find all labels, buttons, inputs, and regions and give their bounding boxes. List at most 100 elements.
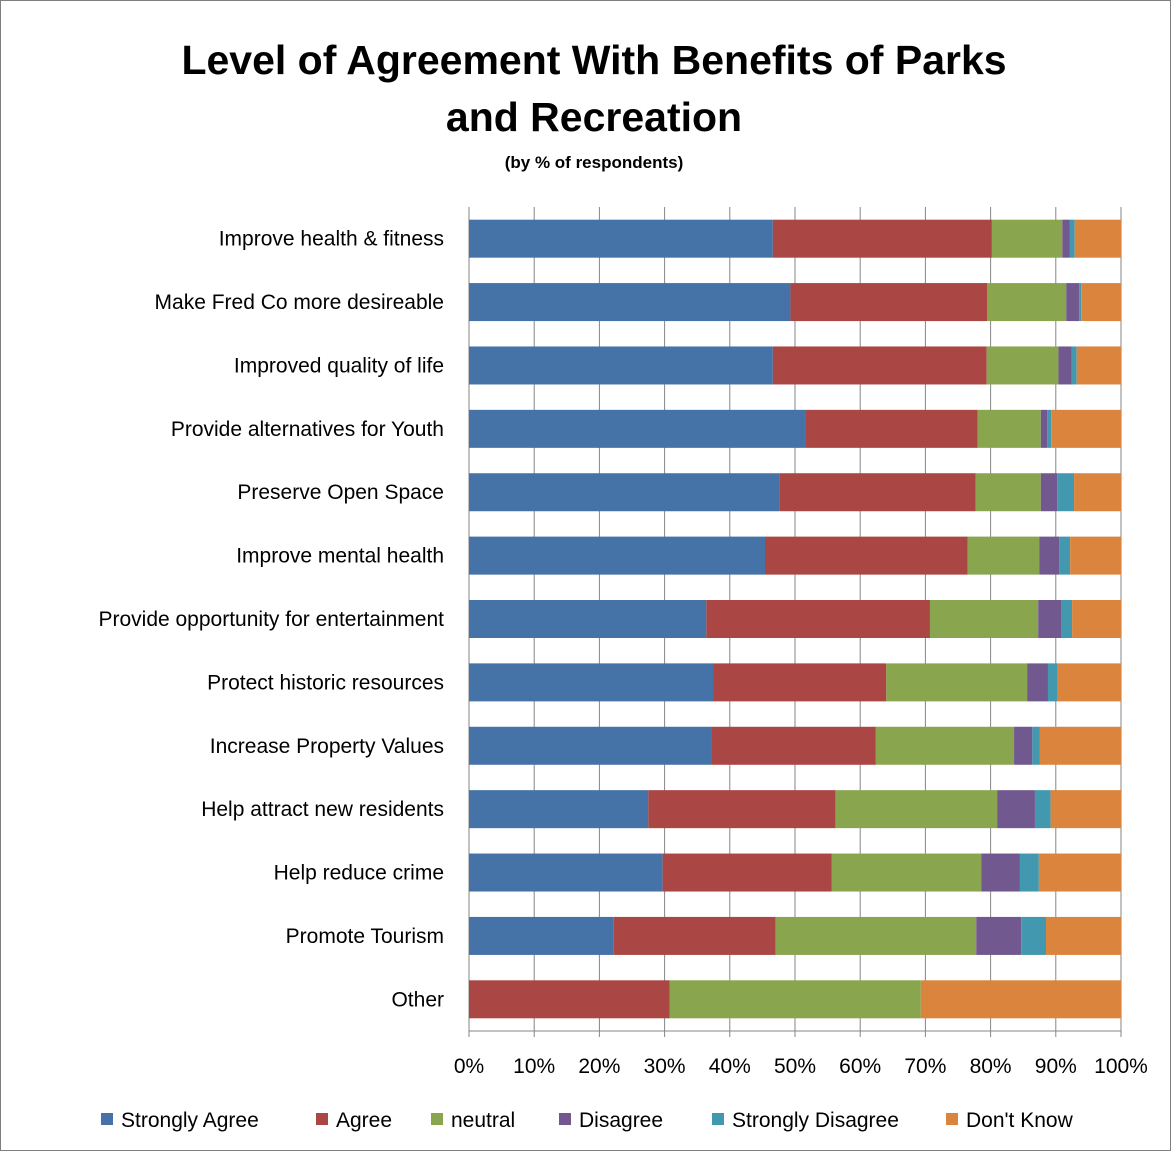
bar-segment	[469, 346, 773, 385]
bar-segment	[469, 409, 806, 448]
bar-segment	[469, 219, 773, 258]
x-tick-label: 0%	[454, 1055, 484, 1078]
x-tick-label: 70%	[904, 1055, 946, 1078]
bar-segment	[469, 790, 649, 829]
bar-segment	[469, 473, 780, 512]
bar-segment	[967, 536, 1040, 575]
legend-swatch	[559, 1113, 571, 1125]
bar-segment	[1050, 790, 1121, 829]
bar-segment	[805, 409, 978, 448]
bar-segment	[1047, 663, 1058, 702]
bar-segment	[669, 980, 921, 1019]
legend-label: neutral	[451, 1109, 515, 1132]
bar-segment	[1038, 600, 1062, 638]
chart-title-line-2: and Recreation	[446, 94, 742, 140]
x-tick-label: 10%	[513, 1055, 555, 1078]
bar-segment	[713, 663, 887, 702]
x-tick-label: 80%	[970, 1055, 1012, 1078]
legend-swatch	[101, 1113, 113, 1125]
x-tick-label: 40%	[709, 1055, 751, 1078]
bar-segment	[987, 283, 1067, 322]
legend-swatch	[712, 1113, 724, 1125]
category-labels: Improve health & fitness Make Fred Co mor…	[98, 228, 444, 1012]
bar-segment	[469, 283, 791, 322]
bar-segment	[613, 916, 776, 955]
bar-segment	[831, 853, 982, 892]
bar-segment	[662, 853, 832, 892]
bar-segment	[772, 346, 987, 385]
bar-segment	[648, 790, 836, 829]
bar-segment	[1074, 219, 1121, 258]
category-label: Make Fred Co more desireable	[155, 291, 444, 314]
category-label: Help reduce crime	[274, 862, 444, 885]
bar-segment	[1071, 346, 1077, 385]
legend-label: Strongly Disagree	[732, 1109, 899, 1132]
bar-segment	[1046, 916, 1121, 955]
legend: Strongly Agree Agree neutral Disagree Strong…	[101, 1109, 1074, 1132]
bar-segment	[706, 600, 930, 638]
category-label: Protect historic resources	[207, 671, 444, 694]
category-label: Provide alternatives for Youth	[171, 418, 444, 441]
bar-segment	[975, 473, 1041, 512]
chart-title-line-1: Level of Agreement With Benefits of Park…	[181, 37, 1006, 83]
bar-segment	[469, 536, 766, 575]
bars	[469, 219, 1121, 1019]
bar-segment	[790, 283, 988, 322]
bar-segment	[779, 473, 976, 512]
bar-segment	[1076, 346, 1121, 385]
x-tick-label: 50%	[774, 1055, 816, 1078]
bar-segment	[835, 790, 998, 829]
legend-label: Agree	[336, 1109, 392, 1132]
bar-segment	[976, 916, 1022, 955]
bar-segment	[469, 600, 707, 638]
bar-segment	[469, 853, 663, 892]
bar-segment	[1040, 409, 1048, 448]
bar-segment	[875, 726, 1015, 765]
legend-label: Disagree	[579, 1109, 663, 1132]
bar-segment	[1074, 473, 1121, 512]
bar-segment	[711, 726, 876, 765]
bar-segment	[991, 219, 1063, 258]
bar-segment	[469, 916, 614, 955]
bar-segment	[1051, 409, 1121, 448]
category-label: Improve health & fitness	[219, 228, 444, 251]
bar-segment	[1040, 473, 1058, 512]
bar-segment	[1021, 916, 1047, 955]
legend-swatch	[946, 1113, 958, 1125]
legend-swatch	[316, 1113, 328, 1125]
bar-segment	[1047, 409, 1052, 448]
bar-segment	[775, 916, 977, 955]
bar-segment	[1070, 536, 1121, 575]
bar-segment	[886, 663, 1028, 702]
bar-segment	[1081, 283, 1121, 322]
bar-segment	[1014, 726, 1033, 765]
bar-segment	[1057, 663, 1121, 702]
legend-swatch	[431, 1113, 443, 1125]
legend-label: Strongly Agree	[121, 1109, 259, 1132]
x-tick-label: 60%	[839, 1055, 881, 1078]
bar-segment	[1038, 853, 1121, 892]
x-tick-label: 100%	[1094, 1055, 1148, 1078]
category-label: Improved quality of life	[234, 354, 444, 377]
bar-segment	[1069, 219, 1075, 258]
bar-segment	[1058, 346, 1072, 385]
bar-segment	[1027, 663, 1048, 702]
category-label: Provide opportunity for entertainment	[98, 608, 444, 631]
bar-segment	[1039, 536, 1060, 575]
bar-segment	[986, 346, 1059, 385]
bar-segment	[1061, 600, 1073, 638]
bar-segment	[1072, 600, 1121, 638]
bar-segment	[772, 219, 992, 258]
category-label: Promote Tourism	[286, 925, 444, 948]
bar-segment	[1019, 853, 1039, 892]
bar-segment	[929, 600, 1039, 638]
chart-subtitle: (by % of respondents)	[505, 153, 684, 172]
bar-segment	[920, 980, 1121, 1019]
x-tick-label: 20%	[578, 1055, 620, 1078]
bar-segment	[1057, 473, 1075, 512]
category-label: Preserve Open Space	[237, 481, 444, 504]
bar-segment	[469, 726, 712, 765]
bar-segment	[1034, 790, 1051, 829]
